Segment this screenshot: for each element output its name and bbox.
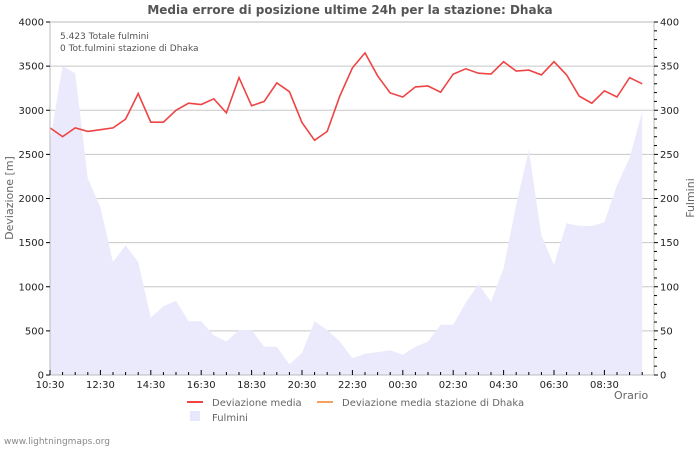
y-right-tick-label: 300 xyxy=(660,106,679,117)
y-right-tick-label: 200 xyxy=(660,194,679,205)
x-tick-label: 12:30 xyxy=(86,380,115,391)
x-axis-title: Orario xyxy=(614,389,649,402)
y-left-tick-label: 3000 xyxy=(19,106,44,117)
y-left-tick-label: 1000 xyxy=(19,282,44,293)
x-tick-label: 18:30 xyxy=(237,380,266,391)
y-left-tick-label: 3500 xyxy=(19,62,44,73)
legend-item-deviazione-stazione[interactable]: Deviazione media stazione di Dhaka xyxy=(317,398,524,409)
legend-label: Deviazione media xyxy=(212,398,302,409)
y-left-tick-label: 500 xyxy=(25,326,44,337)
legend-swatch-line xyxy=(187,401,203,403)
y-right-tick-label: 150 xyxy=(660,238,679,249)
info-station-total: 0 Tot.fulmini stazione di Dhaka xyxy=(60,44,199,54)
y-right-tick-label: 100 xyxy=(660,282,679,293)
x-tick-label: 22:30 xyxy=(338,380,367,391)
y-left-tick-label: 2500 xyxy=(19,150,44,161)
fulmini-area xyxy=(50,66,643,375)
chart-title: Media errore di posizione ultime 24h per… xyxy=(147,3,553,17)
legend-label: Deviazione media stazione di Dhaka xyxy=(342,398,524,409)
y-left-tick-label: 4000 xyxy=(19,18,44,29)
x-tick-label: 06:30 xyxy=(540,380,569,391)
y-right-tick-label: 0 xyxy=(660,371,666,382)
legend-item-fulmini[interactable]: Fulmini xyxy=(190,411,248,424)
y-right-tick-label: 400 xyxy=(660,18,679,29)
y-right-tick-label: 50 xyxy=(660,326,673,337)
x-tick-label: 16:30 xyxy=(187,380,216,391)
y-right-axis-title: Fulmini xyxy=(684,178,697,218)
x-tick-label: 04:30 xyxy=(489,380,518,391)
legend-item-deviazione-media[interactable]: Deviazione media xyxy=(187,398,302,409)
x-tick-label: 10:30 xyxy=(36,380,65,391)
y-left-tick-label: 0 xyxy=(38,371,44,382)
y-left-axis-title: Deviazione [m] xyxy=(3,156,16,240)
x-tick-label: 20:30 xyxy=(288,380,317,391)
y-left-tick-label: 1500 xyxy=(19,238,44,249)
footer-credit: www.lightningmaps.org xyxy=(4,437,110,447)
y-left-tick-label: 2000 xyxy=(19,194,44,205)
deviation-line xyxy=(49,51,643,142)
tick-labels: 0 500 1000 1500 2000 2500 3000 3500 4000 0 50 100 15… xyxy=(19,18,680,392)
x-tick-label: 02:30 xyxy=(439,380,468,391)
legend: Deviazione media Deviazione media stazio… xyxy=(187,398,524,424)
y-right-tick-label: 250 xyxy=(660,150,679,161)
x-tick-label: 08:30 xyxy=(590,380,619,391)
x-tick-label: 14:30 xyxy=(136,380,165,391)
x-tick-label: 00:30 xyxy=(388,380,417,391)
legend-swatch-line xyxy=(317,401,333,403)
legend-swatch-area xyxy=(190,411,200,421)
y-right-tick-label: 350 xyxy=(660,62,679,73)
legend-label: Fulmini xyxy=(212,413,248,424)
info-total: 5.423 Totale fulmini xyxy=(60,32,149,42)
axes xyxy=(46,21,658,376)
